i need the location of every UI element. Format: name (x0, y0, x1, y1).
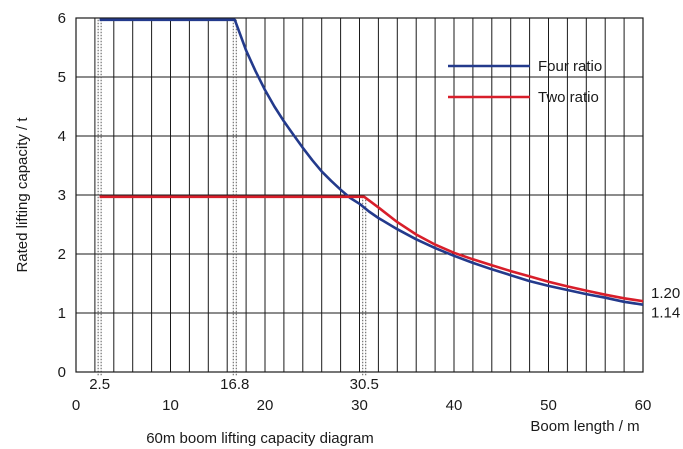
plot-frame (75, 17, 644, 373)
x-tick-label: 40 (446, 397, 463, 414)
end-value-label: 1.14 (651, 305, 680, 322)
x-tick-label: 60 (635, 397, 652, 414)
y-axis-label: Rated lifting capacity / t (14, 117, 31, 273)
y-tick-label: 3 (58, 187, 66, 204)
y-tick-label: 2 (58, 246, 66, 263)
y-tick-label: 1 (58, 305, 66, 322)
legend: Four ratio Two ratio (448, 58, 602, 106)
y-tick-label: 5 (58, 69, 66, 86)
x-tick-label: 50 (540, 397, 557, 414)
x-highlight-tick-label: 30.5 (350, 376, 379, 393)
legend-label: Four ratio (538, 58, 602, 75)
y-tick-label: 0 (58, 364, 66, 381)
end-value-label: 1.20 (651, 285, 680, 302)
y-tick-label: 4 (58, 128, 66, 145)
x-tick-label: 30 (351, 397, 368, 414)
x-axis-label: Boom length / m (530, 418, 639, 435)
x-highlight-tick-label: 16.8 (220, 376, 249, 393)
series-line-four-ratio (99, 18, 644, 306)
x-tick-label: 20 (257, 397, 274, 414)
x-tick-label: 10 (162, 397, 179, 414)
chart-title: 60m boom lifting capacity diagram (146, 430, 374, 447)
x-tick-label: 0 (72, 397, 80, 414)
series-line-two-ratio (99, 195, 644, 303)
series-lines (99, 18, 644, 306)
end-labels: 1.20 1.14 (651, 285, 680, 322)
legend-label: Two ratio (538, 89, 599, 106)
plot-border (75, 17, 644, 373)
x-highlight-tick-label: 2.5 (89, 376, 110, 393)
y-tick-label: 6 (58, 10, 66, 27)
grid-lines (76, 18, 643, 372)
